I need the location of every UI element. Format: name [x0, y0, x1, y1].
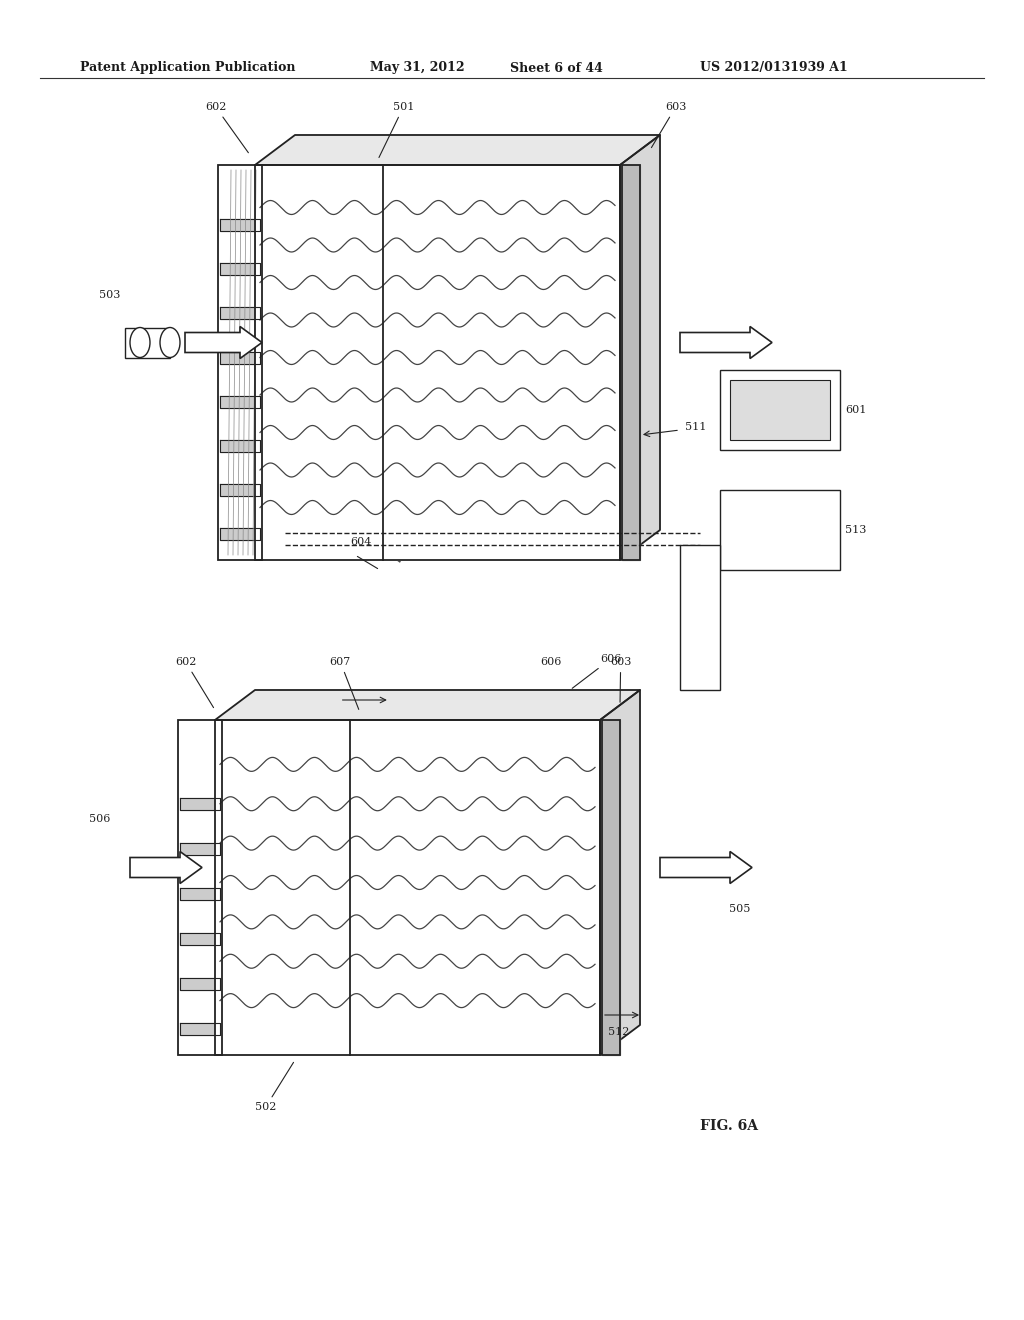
Bar [622, 165, 640, 560]
Bar [602, 719, 620, 1055]
Text: 501: 501 [379, 102, 414, 157]
Text: 605: 605 [685, 612, 707, 623]
Bar [720, 490, 840, 570]
Polygon shape [255, 135, 660, 165]
Polygon shape [180, 1023, 220, 1035]
Text: 602: 602 [175, 657, 214, 708]
FancyArrow shape [680, 326, 772, 359]
Polygon shape [220, 351, 260, 363]
Text: 603: 603 [651, 102, 686, 148]
Polygon shape [180, 843, 220, 855]
Bar [178, 719, 222, 1055]
Text: 606: 606 [540, 657, 561, 667]
Text: 606: 606 [572, 653, 622, 688]
Polygon shape [180, 799, 220, 810]
FancyArrow shape [390, 548, 430, 562]
Text: Patent Application Publication: Patent Application Publication [80, 62, 296, 74]
Text: 602: 602 [205, 102, 249, 153]
Bar [125, 327, 170, 358]
Text: 511: 511 [685, 422, 707, 432]
Polygon shape [220, 484, 260, 496]
Bar [720, 370, 840, 450]
Text: 505: 505 [729, 904, 751, 915]
Bar [255, 165, 620, 560]
Bar [215, 719, 600, 1055]
Polygon shape [180, 933, 220, 945]
Text: FIG. 6A: FIG. 6A [700, 1119, 758, 1133]
Text: US 2012/0131939 A1: US 2012/0131939 A1 [700, 62, 848, 74]
Text: 503: 503 [99, 289, 121, 300]
Text: 506: 506 [89, 814, 111, 825]
Ellipse shape [160, 327, 180, 358]
Ellipse shape [130, 327, 150, 358]
Text: 513: 513 [845, 525, 866, 535]
Polygon shape [180, 978, 220, 990]
Polygon shape [220, 440, 260, 451]
Text: May 31, 2012: May 31, 2012 [370, 62, 465, 74]
Bar [215, 719, 600, 1055]
Text: 502: 502 [255, 1063, 294, 1111]
Bar [622, 165, 640, 560]
Text: 607: 607 [330, 657, 358, 709]
Polygon shape [220, 396, 260, 408]
Polygon shape [220, 308, 260, 319]
Polygon shape [220, 528, 260, 540]
Text: Sheet 6 of 44: Sheet 6 of 44 [510, 62, 603, 74]
Bar [730, 380, 830, 440]
Bar [602, 719, 620, 1055]
Text: 512: 512 [608, 1027, 630, 1038]
Bar [255, 165, 620, 560]
Polygon shape [600, 690, 640, 1055]
FancyArrow shape [185, 326, 262, 359]
Polygon shape [620, 135, 660, 560]
Bar [218, 165, 262, 560]
Text: 604: 604 [350, 537, 372, 546]
Bar [680, 545, 720, 690]
Polygon shape [215, 690, 640, 719]
Text: 603: 603 [610, 657, 632, 702]
Text: 504: 504 [750, 380, 771, 389]
Text: 601: 601 [845, 405, 866, 414]
Polygon shape [220, 219, 260, 231]
FancyArrow shape [660, 851, 752, 883]
Polygon shape [180, 888, 220, 900]
Polygon shape [220, 263, 260, 276]
FancyArrow shape [130, 851, 202, 883]
